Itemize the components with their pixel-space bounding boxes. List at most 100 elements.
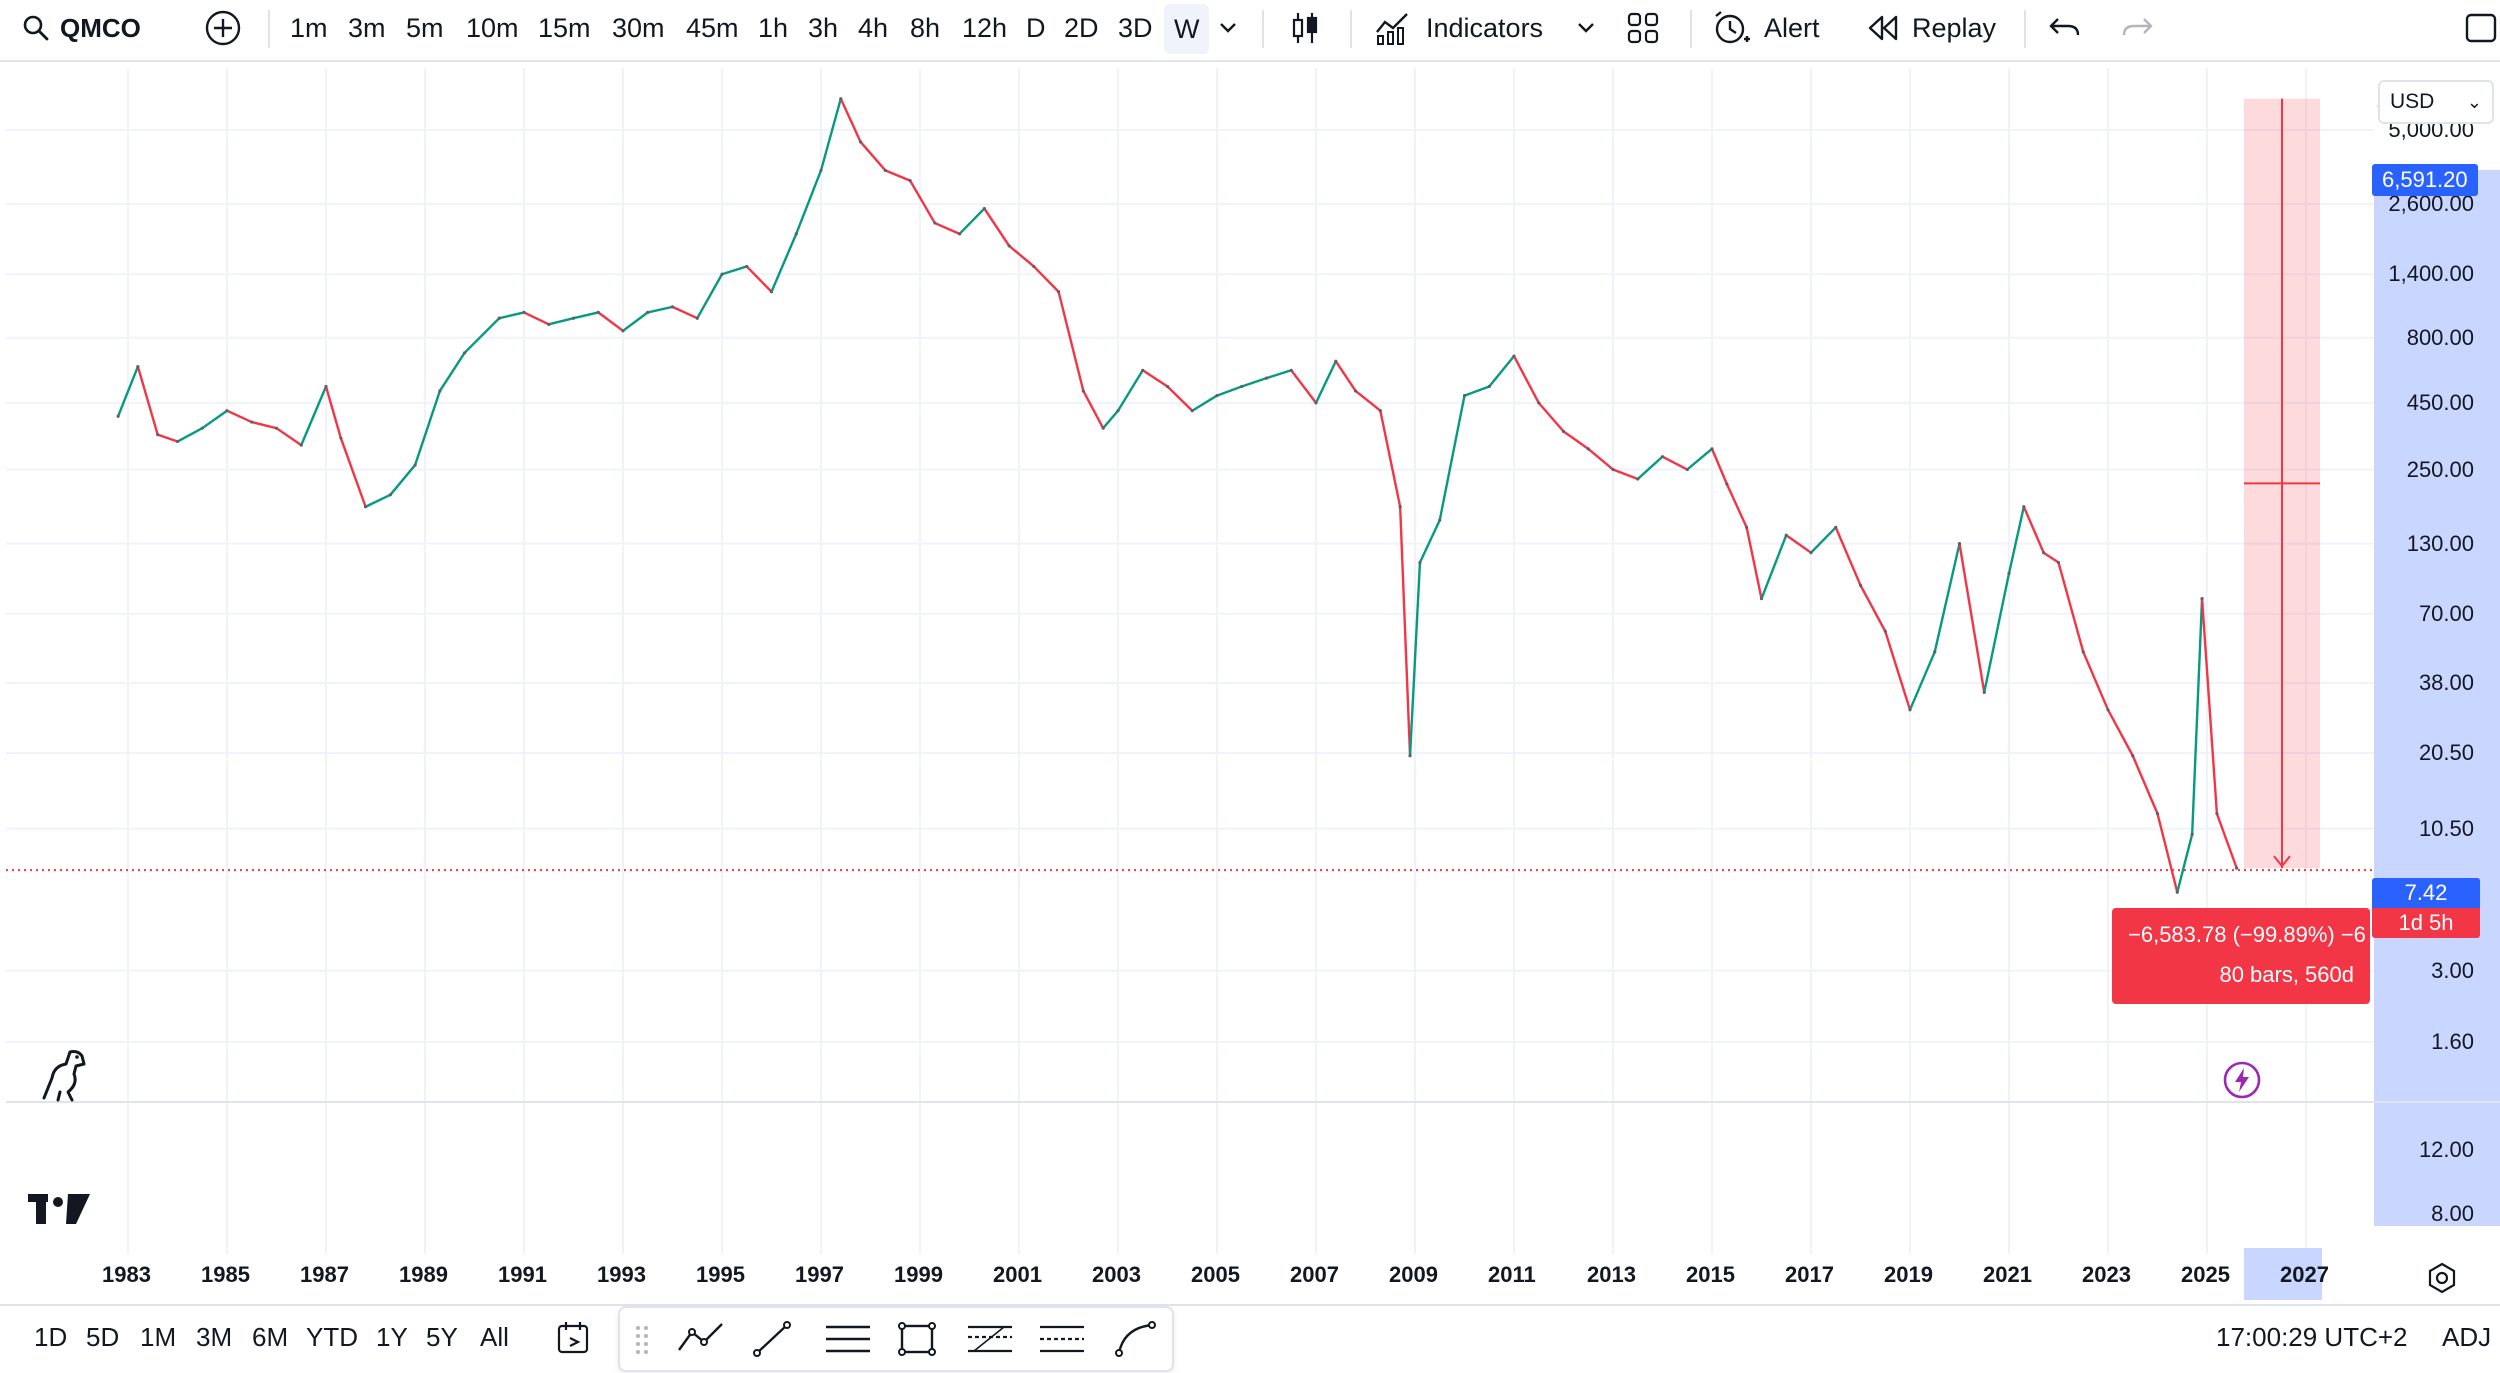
price-segment xyxy=(1463,385,1491,397)
price-point xyxy=(2190,832,2194,836)
indicators-dropdown[interactable] xyxy=(1576,0,1596,56)
price-segment xyxy=(1379,409,1402,508)
replay-button[interactable]: Replay xyxy=(1866,0,1996,56)
interval-10m[interactable]: 10m xyxy=(466,12,519,43)
price-chart[interactable] xyxy=(6,68,2500,1300)
price-point xyxy=(388,493,392,497)
price-point xyxy=(1561,429,1566,433)
price-label: 130.00 xyxy=(2406,530,2474,556)
price-segment xyxy=(1240,376,1268,388)
price-point xyxy=(745,264,749,269)
price-segment xyxy=(884,169,912,182)
compare-add-button[interactable] xyxy=(204,0,242,56)
price-point xyxy=(1636,477,1640,481)
symbol-search[interactable]: QMCO xyxy=(22,0,141,56)
fib-retracement-tool[interactable] xyxy=(966,1322,1014,1361)
redo-button[interactable] xyxy=(2120,0,2154,56)
price-segment xyxy=(1661,455,1689,471)
price-segment xyxy=(1101,409,1120,430)
price-scale[interactable]: 10,000.005,000.002,600.001,400.00800.004… xyxy=(2374,68,2500,1228)
price-segment xyxy=(933,221,961,236)
range-1y[interactable]: 1Y xyxy=(376,1322,408,1352)
price-segment xyxy=(2042,551,2060,564)
chart-type-button[interactable] xyxy=(1290,0,1320,56)
horizontal-lines-tool[interactable] xyxy=(824,1322,872,1361)
rectangle-tool[interactable] xyxy=(896,1320,938,1363)
interval-3h[interactable]: 3h xyxy=(808,12,839,43)
interval-4h[interactable]: 4h xyxy=(858,12,889,43)
price-point xyxy=(2175,890,2179,894)
price-point xyxy=(646,310,650,314)
time-label: 2005 xyxy=(1191,1262,1240,1287)
price-segment xyxy=(2156,812,2179,894)
price-point xyxy=(819,168,823,173)
interval-45m[interactable]: 45m xyxy=(686,12,739,43)
price-point xyxy=(1240,384,1244,389)
price-segment xyxy=(1141,369,1169,388)
interval-1m[interactable]: 1m xyxy=(290,12,328,43)
active-interval-wrap: W xyxy=(1164,4,1210,54)
interval-5m[interactable]: 5m xyxy=(406,12,444,43)
price-segment xyxy=(1290,369,1318,405)
price-segment xyxy=(1834,526,1862,587)
price-segment xyxy=(621,311,649,333)
indicators-button[interactable]: Indicators xyxy=(1374,0,1543,56)
price-segment xyxy=(646,305,674,314)
fullscreen-button[interactable] xyxy=(2464,0,2498,56)
parallel-channel-tool[interactable] xyxy=(1038,1322,1086,1361)
interval-2d[interactable]: 2D xyxy=(1064,12,1099,43)
price-point xyxy=(1462,393,1467,398)
price-segment xyxy=(1562,430,1590,451)
range-5d[interactable]: 5D xyxy=(86,1322,120,1352)
range-1d[interactable]: 1D xyxy=(34,1322,68,1352)
price-segment xyxy=(1710,447,1729,486)
range-6m[interactable]: 6M xyxy=(252,1322,289,1352)
curve-tool[interactable] xyxy=(1114,1320,1158,1363)
trend-line-tool[interactable] xyxy=(752,1320,792,1363)
price-point xyxy=(571,316,576,320)
range-3m[interactable]: 3M xyxy=(196,1322,233,1352)
chart-pane[interactable] xyxy=(6,68,2500,1300)
currency-select[interactable]: USD ⌄ xyxy=(2378,80,2494,124)
interval-15m[interactable]: 15m xyxy=(538,12,591,43)
price-segment xyxy=(1859,584,1887,633)
range-ytd[interactable]: YTD xyxy=(306,1322,358,1352)
range-5y[interactable]: 5Y xyxy=(426,1322,458,1352)
trend-angle-tool[interactable] xyxy=(676,1320,726,1361)
price-segment xyxy=(1408,561,1422,757)
adj-toggle[interactable]: ADJ xyxy=(2442,1322,2492,1352)
time-label: 2007 xyxy=(1290,1262,1339,1287)
currency-value: USD xyxy=(2390,90,2435,113)
undo-button[interactable] xyxy=(2048,0,2082,56)
price-segment xyxy=(225,409,253,424)
go-to-date-button[interactable] xyxy=(556,1304,594,1371)
interval-8h[interactable]: 8h xyxy=(910,12,941,43)
drag-handle-icon[interactable] xyxy=(634,1324,650,1359)
lightning-event-icon[interactable] xyxy=(2222,1060,2262,1105)
price-point xyxy=(1512,354,1516,358)
alert-button[interactable]: Alert xyxy=(1712,0,1820,56)
range-all[interactable]: All xyxy=(480,1322,509,1352)
interval-3d[interactable]: 3D xyxy=(1118,12,1153,43)
time-label: 2001 xyxy=(993,1262,1042,1287)
interval-dropdown[interactable] xyxy=(1218,0,1238,56)
interval-w[interactable]: W xyxy=(1164,4,1210,54)
range-1m[interactable]: 1M xyxy=(140,1322,177,1352)
dinosaur-icon[interactable] xyxy=(38,1048,90,1109)
interval-30m[interactable]: 30m xyxy=(612,12,665,43)
interval-1h[interactable]: 1h xyxy=(758,12,789,43)
interval-3m[interactable]: 3m xyxy=(348,12,386,43)
price-segment xyxy=(1082,389,1105,430)
price-point xyxy=(364,505,368,509)
clock-timezone[interactable]: 17:00:29 UTC+2 xyxy=(2216,1322,2408,1352)
rewind-icon xyxy=(1868,15,1898,41)
price-point xyxy=(695,316,699,320)
price-segment xyxy=(1611,468,1639,481)
interval-d[interactable]: D xyxy=(1026,12,1046,43)
price-point xyxy=(908,178,912,183)
interval-12h[interactable]: 12h xyxy=(962,12,1008,43)
time-axis-settings-button[interactable] xyxy=(2426,1262,2458,1299)
grid-layout-icon xyxy=(1627,12,1659,44)
layouts-button[interactable] xyxy=(1626,0,1660,56)
price-segment xyxy=(1884,630,1912,712)
